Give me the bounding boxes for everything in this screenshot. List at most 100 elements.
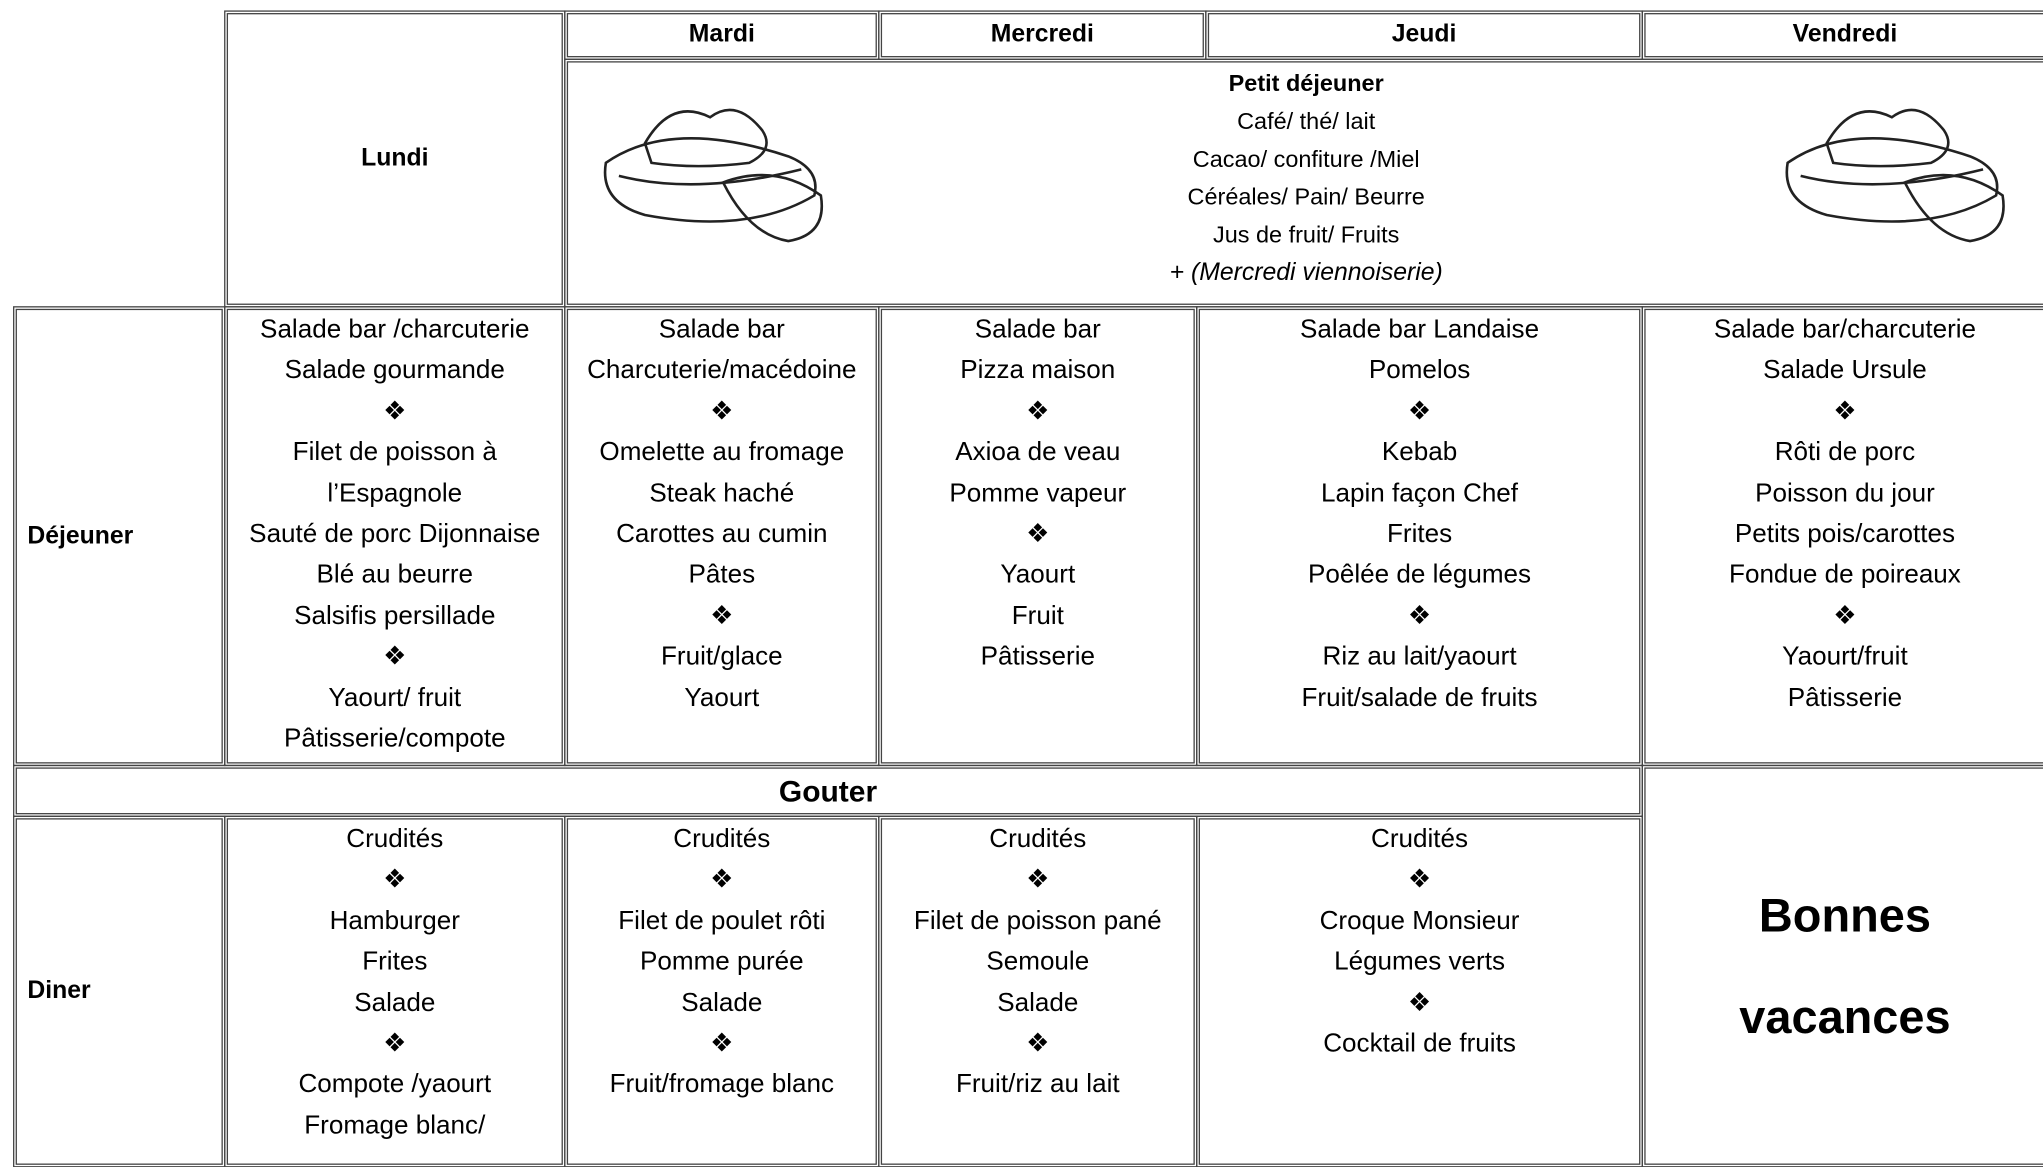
menu-line: Salade [354,988,436,1018]
menu-line: Salade gourmande [284,356,505,385]
menu-line: Légumes verts [1334,947,1505,977]
menu-line: ❖ [1407,397,1432,426]
menu-line: Cacao/ confiture /Miel [1192,145,1420,172]
menu-line: ❖ [1833,601,1857,631]
menu-line: Fondue de poireaux [1729,560,1961,590]
menu-line: Filet de poisson pané [913,906,1162,936]
menu-line: Yaourt [1000,560,1076,590]
menu-line: ❖ [710,601,734,631]
menu-line: Axioa de veau [955,438,1121,467]
day-header: Jeudi [1205,10,1643,60]
menu-line: ❖ [383,865,407,895]
menu-line: Salade [681,988,763,1018]
menu-line: Cocktail de fruits [1323,1029,1516,1059]
menu-line: Kebab [1381,438,1458,467]
menu-line: Pizza maison [960,356,1116,385]
menu-line: Sauté de porc Dijonnaise [249,519,541,549]
menu-line: Semoule [986,947,1090,977]
day: Jeudi [1391,20,1457,49]
menu-line: ❖ [1026,519,1050,549]
menu-line: + (Mercredi viennoiserie) [1169,259,1443,287]
menu-line: ❖ [1833,397,1857,426]
menu-line: Hamburger [329,906,460,936]
menu-line: Yaourt/fruit [1782,642,1908,672]
row-label: Déjeuner [13,306,226,767]
day-header: Lundi [224,10,566,308]
label: Déjeuner [27,521,134,550]
menu-line: Riz au lait/yaourt [1322,642,1517,672]
menu-line: ❖ [383,1029,407,1059]
lunch-cell: Salade bar Charcuterie/macédoine ❖ Omelette… [564,306,880,767]
menu-line: Fruit/glace [660,642,783,672]
menu-line: ❖ [710,865,734,895]
friday-dinner: Bonnes vacances [1641,764,2043,1167]
menu-line: Rôti de porc [1774,438,1916,467]
menu-line: Salade bar [974,315,1101,344]
menu-line: ❖ [383,642,407,672]
menu-line: Poisson du jour [1755,478,1935,508]
menu-line: Crudités [1371,824,1469,854]
dinner-cell: Crudités ❖ Filet de poulet rôti Pomme purée… [564,815,880,1167]
menu-line: ❖ [1407,601,1432,631]
menu-line: ❖ [1026,397,1050,426]
lunch-cell: Salade bar /charcuterie Salade gourmande ❖… [224,306,566,767]
menu-line: Frites [362,947,428,977]
breakfast-cell: Petit déjeuner Café/ thé/ lait Cacao/ con… [564,58,2043,308]
breakfast-title: Petit déjeuner [1228,70,1384,97]
menu-line: ❖ [1026,1029,1050,1059]
menu-line: Croque Monsieur [1319,906,1520,936]
menu-line: ❖ [710,1029,734,1059]
lunch-cell: Salade bar Pizza maison ❖ Axioa de veau Pomm… [878,306,1198,767]
croissant-icon [603,108,824,243]
menu-line: Charcuterie/macédoine [587,356,857,385]
menu-line: Pâtisserie [980,642,1095,672]
menu-line: Crudités [673,824,771,854]
dinner-cell: Crudités ❖ Hamburger Frites Salade ❖ Compote /… [224,815,566,1167]
menu-line: Crudités [989,824,1087,854]
day-header: Mardi [564,10,880,60]
menu-line: Crudités [346,824,444,854]
menu-line: ❖ [383,397,407,426]
menu-line: Salade Ursule [1763,356,1927,385]
menu-line: ❖ [1407,865,1432,895]
menu-line: Fromage blanc/ [304,1111,486,1140]
menu-line: ❖ [1407,988,1432,1018]
menu-line: Pomelos [1368,356,1471,385]
day: Mardi [688,20,755,49]
menu-line: Pomme purée [639,947,804,977]
menu-line: Yaourt [684,683,760,713]
menu-line: Salade bar Landaise [1299,315,1540,344]
menu-line: Yaourt/ fruit [328,683,462,713]
menu-line: Fruit [1011,601,1064,631]
label: Gouter [778,773,878,808]
menu-line: Carottes au cumin [616,519,828,549]
menu-line: Salade bar [658,315,785,344]
menu-line: Bonnes [1758,887,1931,942]
lunch-cell: Salade bar/charcuterie Salade Ursule ❖ Rôti… [1641,306,2043,767]
menu-line: Pâtes [688,560,756,590]
menu-line: Lapin façon Chef [1321,478,1519,508]
menu-line: Omelette au fromage [599,438,845,467]
menu-line: vacances [1739,989,1951,1043]
snack-row: Gouter [13,764,1643,817]
menu-line: ❖ [1026,865,1050,895]
menu-line: l’Espagnole [327,478,463,508]
menu-line: Salsifis persillade [294,601,496,631]
day-header: Vendredi [1641,10,2043,60]
menu-line: Poêlée de légumes [1307,560,1532,590]
day: Vendredi [1792,20,1898,49]
menu-line: Fruit/salade de fruits [1301,683,1538,713]
menu-line: Filet de poulet rôti [618,906,826,936]
menu-line: Steak haché [649,478,795,508]
menu-line: Jus de fruit/ Fruits [1212,221,1400,248]
dinner-cell: Crudités ❖ Filet de poisson pané Semoule Sal… [878,815,1198,1167]
menu-line: Fruit/fromage blanc [609,1070,835,1099]
menu-line: Salade bar /charcuterie [260,315,530,344]
day-header: Mercredi [878,10,1207,60]
dinner-cell: Crudités ❖ Croque Monsieur Légumes verts ❖ Co… [1196,815,1643,1167]
menu-line: Pâtisserie/compote [283,724,506,754]
menu-line: Filet de poisson à [292,438,497,467]
menu-line: Pomme vapeur [949,478,1127,508]
menu-line: Céréales/ Pain/ Beurre [1187,183,1425,210]
